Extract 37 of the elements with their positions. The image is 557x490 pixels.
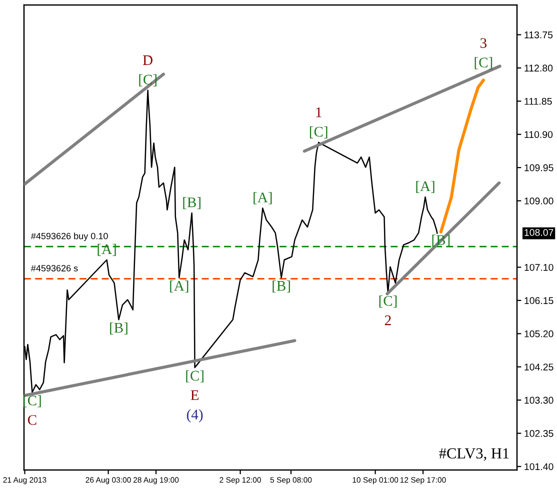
annotation: #CLV3, H1	[439, 448, 509, 461]
y-tick-label: 110.90	[524, 131, 553, 138]
annotation: [A]	[254, 192, 272, 204]
annotation: D	[142, 55, 152, 66]
y-tick-label: 106.15	[524, 297, 554, 304]
annotation: [C]	[186, 370, 204, 382]
annotation: [C]	[379, 296, 397, 308]
y-tick-label: 109.95	[524, 164, 554, 172]
annotation: [B]	[272, 280, 290, 293]
y-tick-label: 104.25	[524, 364, 554, 370]
ref-line-label: #4593626 buy 0.10	[30, 232, 108, 242]
annotation: [C]	[139, 74, 156, 86]
y-tick-label: 105.20	[524, 330, 554, 338]
y-tick-label: 102.35	[524, 430, 554, 437]
y-tick-label: 113.75	[524, 31, 553, 38]
annotation: C	[28, 415, 36, 425]
y-tick-label: 101.40	[524, 463, 554, 470]
y-tick-label: 107.10	[524, 264, 554, 271]
y-tick-label: 109.00	[524, 198, 554, 204]
text: 108.07	[524, 229, 554, 236]
y-tick-label: 103.30	[524, 396, 554, 404]
annotation: [A]	[416, 180, 434, 194]
ref-line-label: #4593626 s	[30, 265, 78, 272]
y-tick-label: 111.85	[524, 98, 552, 105]
annotation: 3	[480, 38, 487, 48]
annotation: [A]	[170, 280, 188, 293]
annotation: [C]	[474, 57, 492, 70]
annotation: (4)	[186, 409, 203, 422]
annotation: 1	[316, 107, 322, 118]
annotation: 2	[384, 315, 391, 326]
annotation: [B]	[183, 197, 200, 210]
line-series	[439, 78, 485, 234]
annotation: [B]	[110, 322, 128, 335]
annotation: [C]	[310, 126, 328, 138]
y-tick-label: 112.80	[524, 64, 553, 72]
annotation: E	[190, 390, 199, 400]
annotation: [A]	[98, 244, 116, 256]
